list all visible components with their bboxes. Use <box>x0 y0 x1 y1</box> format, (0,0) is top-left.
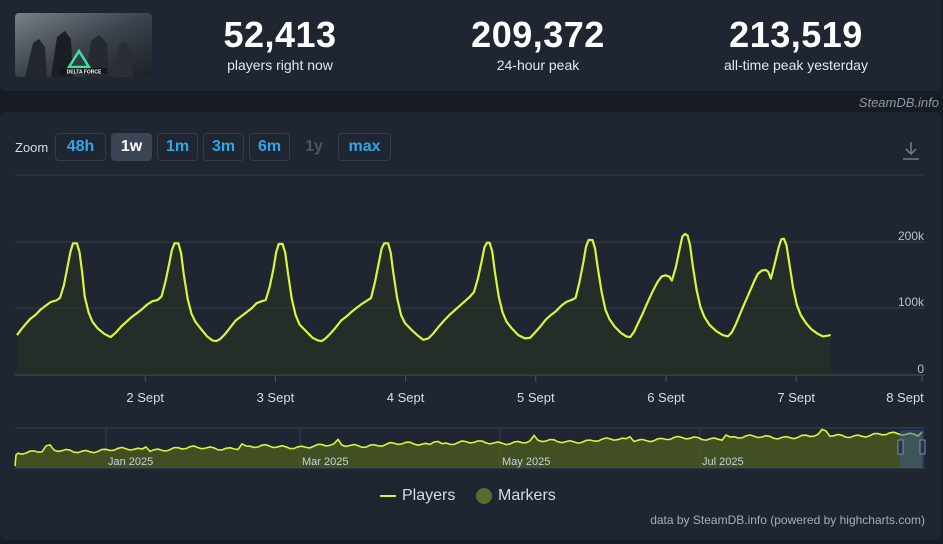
markers-legend-dot-icon <box>476 488 492 504</box>
x-tick-label: 5 Sept <box>517 390 555 405</box>
navigator-tick-label: Jan 2025 <box>108 456 153 468</box>
x-axis-ticks: 2 Sept 3 Sept 4 Sept 5 Sept 6 Sept 7 Sept 8 Se… <box>126 375 924 405</box>
y-axis-labels: 0 100k 200k <box>898 229 925 376</box>
x-tick-label: 3 Sept <box>257 390 295 405</box>
y-tick-label-200k: 200k <box>898 229 925 243</box>
navigator[interactable]: Jan 2025 Mar 2025 May 2025 Jul 2025 <box>15 428 925 468</box>
markers-legend-label: Markers <box>498 487 556 504</box>
players-legend-line-icon <box>380 495 396 497</box>
legend-markers[interactable]: Markers <box>476 487 556 505</box>
players-area <box>17 234 831 375</box>
navigator-tick-label: Jul 2025 <box>702 456 744 468</box>
x-tick-label: 4 Sept <box>387 390 425 405</box>
players-legend-label: Players <box>402 487 455 504</box>
navigator-tick-label: Mar 2025 <box>302 456 348 468</box>
x-tick-label: 6 Sept <box>647 390 685 405</box>
chart-credit[interactable]: data by SteamDB.info (powered by highcha… <box>650 513 925 527</box>
y-tick-label-100k: 100k <box>898 295 925 309</box>
legend-players[interactable]: Players <box>380 487 455 505</box>
x-tick-label: 7 Sept <box>777 390 815 405</box>
x-tick-label: 2 Sept <box>126 390 164 405</box>
navigator-right-handle[interactable] <box>920 440 925 454</box>
y-tick-label-0: 0 <box>917 362 924 376</box>
navigator-left-handle[interactable] <box>898 440 903 454</box>
x-tick-label: 8 Sept <box>886 390 924 405</box>
navigator-tick-label: May 2025 <box>502 456 550 468</box>
